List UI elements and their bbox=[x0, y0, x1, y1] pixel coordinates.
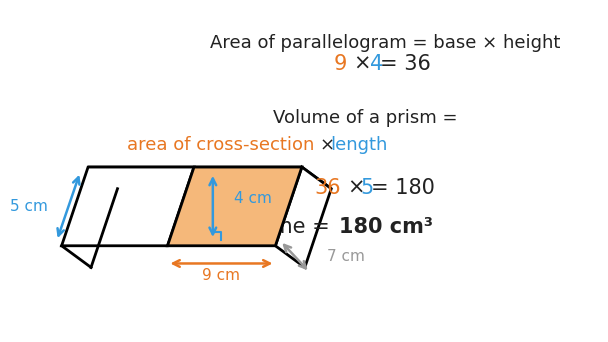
Text: Area of parallelogram = base × height: Area of parallelogram = base × height bbox=[210, 34, 561, 52]
Text: Volume =: Volume = bbox=[228, 217, 336, 237]
Text: = 180: = 180 bbox=[370, 178, 434, 198]
Text: length: length bbox=[330, 136, 388, 155]
Text: 4: 4 bbox=[370, 54, 383, 74]
Polygon shape bbox=[61, 167, 194, 246]
Text: ×: × bbox=[320, 136, 334, 155]
Text: ×: × bbox=[353, 54, 370, 74]
Text: 36: 36 bbox=[314, 178, 341, 198]
Text: Volume of a prism =: Volume of a prism = bbox=[274, 109, 458, 127]
Text: area of cross-section: area of cross-section bbox=[127, 136, 314, 155]
Text: 5: 5 bbox=[361, 178, 374, 198]
Text: 5 cm: 5 cm bbox=[10, 199, 48, 214]
Text: = 36: = 36 bbox=[381, 54, 431, 74]
Text: 9 cm: 9 cm bbox=[202, 268, 240, 283]
Text: 4 cm: 4 cm bbox=[235, 191, 272, 206]
Text: 7 cm: 7 cm bbox=[327, 249, 365, 264]
Text: ×: × bbox=[347, 178, 364, 198]
Polygon shape bbox=[275, 167, 331, 267]
Text: 180 cm³: 180 cm³ bbox=[339, 217, 433, 237]
Polygon shape bbox=[168, 167, 302, 246]
Polygon shape bbox=[88, 167, 331, 189]
Text: 9: 9 bbox=[334, 54, 347, 74]
